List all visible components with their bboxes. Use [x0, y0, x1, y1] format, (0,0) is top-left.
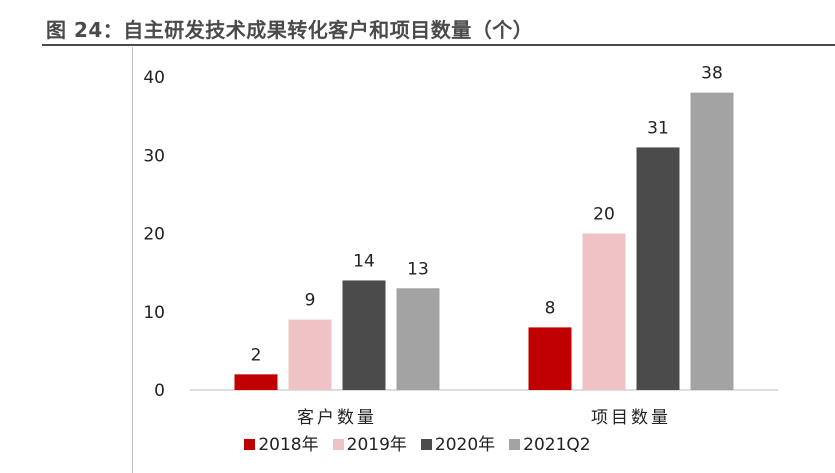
left-border — [132, 47, 133, 473]
y-tick-label: 0 — [154, 381, 165, 401]
bar — [396, 288, 440, 390]
legend-item: 2021Q2 — [509, 435, 591, 455]
bar — [636, 147, 680, 390]
legend-swatch — [420, 439, 432, 450]
category-label: 客户数量 — [297, 408, 377, 428]
data-label: 20 — [593, 205, 615, 225]
bar — [288, 319, 332, 390]
data-label: 31 — [647, 118, 669, 138]
legend-swatch — [332, 439, 344, 450]
data-label: 9 — [305, 291, 316, 311]
legend: 2018年 2019年 2020年 2021Q2 — [0, 430, 835, 455]
bar — [342, 280, 386, 390]
data-label: 8 — [545, 298, 556, 318]
y-tick-label: 10 — [143, 303, 165, 323]
legend-item: 2020年 — [420, 430, 496, 455]
bar — [528, 327, 572, 390]
legend-item: 2019年 — [332, 430, 407, 455]
legend-label: 2021Q2 — [523, 435, 591, 455]
legend-swatch — [509, 439, 521, 450]
y-tick-label: 20 — [143, 225, 165, 245]
y-tick-label: 30 — [143, 146, 165, 166]
legend-item: 2018年 — [244, 430, 319, 455]
bar — [582, 233, 626, 390]
legend-label: 2020年 — [434, 435, 496, 455]
data-label: 14 — [353, 251, 375, 271]
data-label: 38 — [701, 64, 723, 84]
title-divider — [42, 44, 835, 46]
bar — [690, 92, 734, 391]
legend-label: 2019年 — [346, 435, 407, 455]
bar — [234, 374, 278, 390]
figure-title: 图 24：自主研发技术成果转化客户和项目数量（个） — [46, 18, 534, 42]
legend-label: 2018年 — [258, 435, 319, 455]
category-label: 项目数量 — [591, 408, 671, 428]
y-tick-label: 40 — [143, 68, 165, 88]
data-label: 13 — [407, 259, 429, 279]
data-label: 2 — [251, 345, 262, 365]
legend-swatch — [244, 439, 256, 450]
